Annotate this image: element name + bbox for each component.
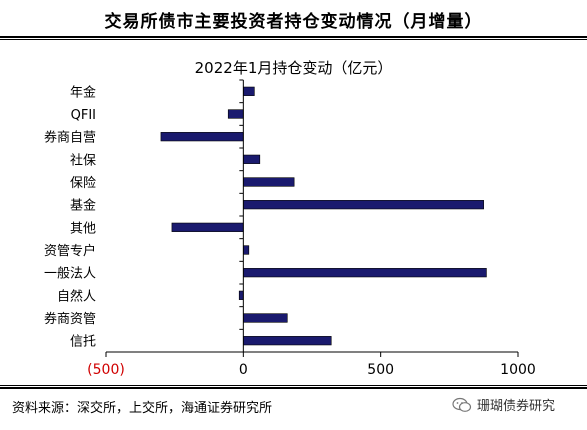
axes-layer: [105, 79, 519, 357]
bar: [243, 86, 255, 96]
bar: [160, 132, 244, 142]
page-title: 交易所债市主要投资者持仓变动情况（月增量）: [104, 12, 483, 32]
category-label: 券商自营: [44, 130, 96, 146]
watermark-label: 珊瑚债券研究: [477, 399, 556, 414]
category-label: 资管专户: [44, 243, 96, 259]
header-rule-thick: [0, 36, 587, 38]
bar: [243, 336, 332, 346]
footer-rule-thick: [0, 387, 587, 389]
bar: [238, 290, 244, 300]
bar: [243, 177, 295, 187]
source-note: 资料来源：深交所，上交所，海通证券研究所: [12, 401, 273, 416]
x-tick-label: 0: [239, 362, 248, 378]
x-tick-label: 1000: [500, 362, 536, 378]
category-label: 其他: [70, 221, 96, 236]
wechat-icon: [452, 397, 472, 412]
bar: [243, 268, 487, 278]
bar: [243, 313, 288, 323]
bar: [243, 154, 261, 164]
bar: [243, 245, 250, 255]
bar: [227, 109, 244, 119]
bar: [171, 222, 244, 232]
category-label: 保险: [70, 176, 96, 191]
x-tick-label: (500): [87, 362, 125, 378]
labels-layer: (500) 0 500 1000 年金 QFII 券商自营社保保险基金其他资管专户一般法人自…: [44, 84, 536, 378]
category-label: 社保: [70, 152, 96, 168]
category-label: QFII: [71, 108, 96, 123]
chart-title: 2022年1月持仓变动（亿元）: [194, 59, 393, 77]
category-label: 自然人: [57, 288, 96, 304]
header-rule-thin: [0, 39, 587, 40]
category-label: 信托: [70, 335, 96, 350]
bar: [243, 200, 484, 210]
header: 交易所债市主要投资者持仓变动情况（月增量）: [0, 0, 587, 40]
category-label: 券商资管: [44, 311, 96, 327]
category-label: 一般法人: [44, 266, 96, 282]
bars-layer: [160, 86, 487, 346]
category-label: 基金: [70, 198, 96, 214]
watermark: 珊瑚债券研究: [452, 395, 555, 414]
category-label: 年金: [70, 84, 96, 100]
footer-rule-thin: [0, 385, 587, 386]
x-tick-label: 500: [367, 362, 394, 378]
